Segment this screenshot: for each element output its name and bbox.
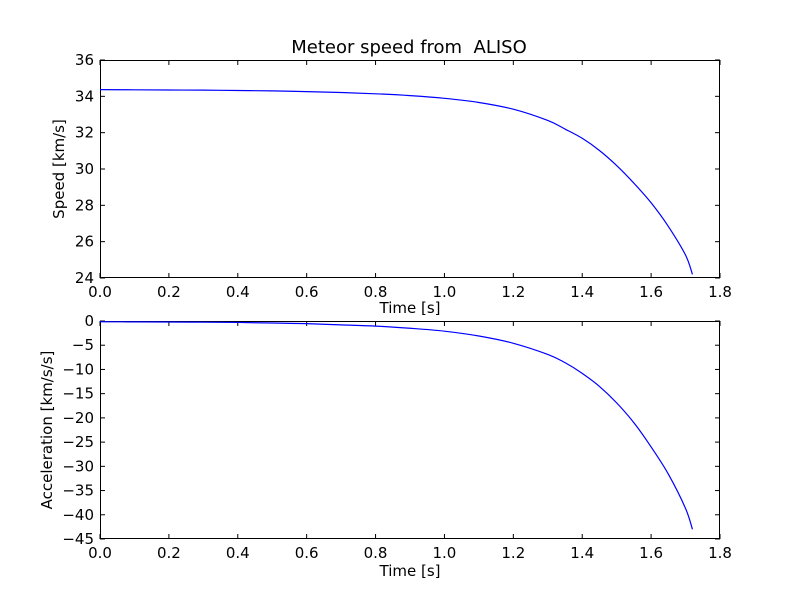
acceleration-series-line: [99, 321, 694, 530]
speed-y-tick-label: 26: [75, 233, 94, 251]
acceleration-x-tick-label: 0.0: [88, 544, 112, 562]
acceleration-chart: 0.0 0.2 0.4 0.6 0.8 1.0 1.2 1.4 1.6 1.8 −45 −40 −35…: [38, 312, 732, 580]
acceleration-y-tick-label: −15: [62, 385, 94, 403]
acceleration-x-tick-label: 1.6: [639, 544, 663, 562]
speed-x-ticks: 0.0 0.2 0.4 0.6 0.8 1.0 1.2 1.4 1.6 1.8: [88, 60, 732, 301]
speed-x-tick-label: 1.4: [570, 283, 594, 301]
acceleration-y-ticks: −45 −40 −35 −30 −25 −20 −15 −10 −5 0: [62, 312, 720, 548]
acceleration-x-tick-label: 0.8: [364, 544, 388, 562]
acceleration-y-tick-label: 0: [84, 312, 94, 330]
speed-y-tick-label: 36: [75, 51, 94, 69]
acceleration-x-ticks: 0.0 0.2 0.4 0.6 0.8 1.0 1.2 1.4 1.6 1.8: [88, 321, 732, 562]
speed-y-axis-label: Speed [km/s]: [50, 119, 68, 219]
acceleration-y-tick-label: −20: [62, 409, 94, 427]
acceleration-y-tick-label: −35: [62, 482, 94, 500]
speed-x-tick-label: 0.4: [226, 283, 250, 301]
acceleration-y-tick-label: −5: [72, 336, 94, 354]
speed-plot-frame: [100, 60, 720, 278]
acceleration-x-tick-label: 0.2: [157, 544, 181, 562]
acceleration-y-tick-label: −10: [62, 360, 94, 378]
speed-x-tick-label: 1.8: [708, 283, 732, 301]
speed-x-tick-label: 0.2: [157, 283, 181, 301]
speed-x-tick-label: 0.6: [295, 283, 319, 301]
speed-y-tick-label: 24: [75, 269, 94, 287]
acceleration-x-tick-label: 1.8: [708, 544, 732, 562]
speed-x-tick-label: 0.8: [364, 283, 388, 301]
speed-y-ticks: 24 26 28 30 32 34 36: [75, 51, 720, 287]
speed-y-tick-label: 32: [75, 124, 94, 142]
speed-chart: Meteor speed from ALISO 0.0 0.2 0.4 0.6 0.8 1…: [50, 37, 732, 317]
speed-x-tick-label: 1.0: [433, 283, 457, 301]
acceleration-x-tick-label: 1.0: [433, 544, 457, 562]
acceleration-x-tick-label: 0.6: [295, 544, 319, 562]
speed-x-axis-label: Time [s]: [379, 299, 441, 317]
acceleration-x-axis-label: Time [s]: [379, 562, 441, 580]
acceleration-x-tick-label: 0.4: [226, 544, 250, 562]
speed-chart-title: Meteor speed from ALISO: [291, 37, 527, 58]
acceleration-y-tick-label: −25: [62, 433, 94, 451]
acceleration-y-tick-label: −40: [62, 506, 94, 524]
acceleration-x-tick-label: 1.2: [501, 544, 525, 562]
speed-x-tick-label: 1.2: [501, 283, 525, 301]
acceleration-x-tick-label: 1.4: [570, 544, 594, 562]
acceleration-y-axis-label: Acceleration [km/s/s]: [38, 351, 56, 510]
speed-y-tick-label: 28: [75, 196, 94, 214]
acceleration-y-tick-label: −45: [62, 530, 94, 548]
speed-y-tick-label: 34: [75, 87, 94, 105]
speed-series-line: [99, 89, 694, 275]
acceleration-plot-frame: [100, 321, 720, 539]
speed-x-tick-label: 1.6: [639, 283, 663, 301]
speed-y-tick-label: 30: [75, 160, 94, 178]
acceleration-y-tick-label: −30: [62, 457, 94, 475]
speed-x-tick-label: 0.0: [88, 283, 112, 301]
